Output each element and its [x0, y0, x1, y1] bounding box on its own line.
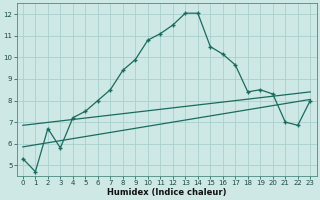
X-axis label: Humidex (Indice chaleur): Humidex (Indice chaleur): [107, 188, 226, 197]
